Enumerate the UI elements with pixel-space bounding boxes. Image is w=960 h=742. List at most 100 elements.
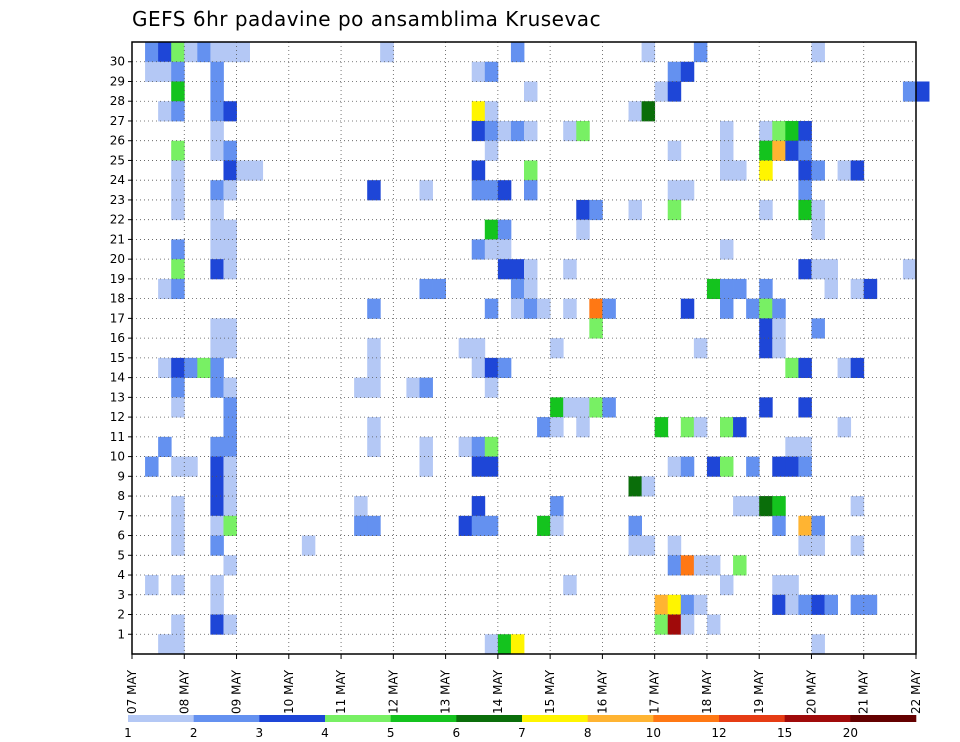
colorbar-swatch xyxy=(325,715,391,722)
heatmap-cell xyxy=(171,377,185,398)
heatmap-cell xyxy=(158,436,172,457)
heatmap-cell xyxy=(471,515,486,536)
heatmap-cell xyxy=(210,594,224,615)
colorbar-label: 20 xyxy=(843,726,858,740)
heatmap-cell xyxy=(210,436,224,457)
heatmap-cell xyxy=(210,614,224,635)
heatmap-cell xyxy=(772,318,786,339)
heatmap-cell xyxy=(759,160,773,181)
heatmap-cell xyxy=(759,120,773,142)
heatmap-cell xyxy=(589,199,603,221)
heatmap-cell xyxy=(680,61,695,82)
heatmap-cell xyxy=(419,456,433,477)
heatmap-cell xyxy=(419,377,433,398)
y-tick-label: 20 xyxy=(110,252,125,266)
heatmap-cell xyxy=(693,42,708,63)
heatmap-cell xyxy=(484,515,499,536)
heatmap-cell xyxy=(680,417,695,438)
heatmap-cell xyxy=(210,259,224,280)
colorbar-swatch xyxy=(193,715,260,722)
heatmap-cell xyxy=(158,42,172,63)
heatmap-cell xyxy=(484,436,499,457)
heatmap-cell xyxy=(145,575,159,596)
heatmap-cell xyxy=(628,101,642,122)
heatmap-cell xyxy=(916,81,930,102)
heatmap-cell xyxy=(602,397,616,418)
heatmap-cell xyxy=(484,239,499,260)
heatmap-cell xyxy=(863,594,878,615)
heatmap-cell xyxy=(367,338,381,359)
heatmap-cell xyxy=(850,160,865,181)
heatmap-cell xyxy=(811,42,825,63)
heatmap-cell xyxy=(667,594,682,615)
heatmap-cell xyxy=(759,278,773,300)
colorbar-label: 8 xyxy=(584,726,592,740)
heatmap-cell xyxy=(171,614,185,635)
heatmap-cell xyxy=(171,199,185,221)
heatmap-cell xyxy=(772,456,786,477)
y-tick-label: 7 xyxy=(117,509,125,523)
heatmap-cell xyxy=(210,318,224,339)
heatmap-cell xyxy=(680,456,695,477)
heatmap-cell xyxy=(171,634,185,655)
heatmap-cell xyxy=(772,594,786,615)
heatmap-cell xyxy=(524,180,538,201)
colorbar-swatch xyxy=(456,715,523,722)
heatmap-cell xyxy=(223,239,237,260)
heatmap-cell xyxy=(798,397,812,418)
colorbar-swatch xyxy=(587,715,654,722)
heatmap-cell xyxy=(785,594,799,615)
heatmap-cell xyxy=(510,42,525,63)
y-tick-label: 16 xyxy=(110,331,125,345)
heatmap-cell xyxy=(811,634,825,655)
heatmap-cell xyxy=(589,298,603,319)
y-tick-label: 29 xyxy=(110,74,125,88)
heatmap-cell xyxy=(171,160,185,181)
heatmap-cell xyxy=(471,239,486,260)
heatmap-cell xyxy=(171,61,185,82)
heatmap-cell xyxy=(145,42,159,63)
heatmap-cell xyxy=(367,436,381,457)
heatmap-cell xyxy=(733,278,747,300)
heatmap-cell xyxy=(210,239,224,260)
heatmap-cell xyxy=(654,614,669,635)
heatmap-cell xyxy=(654,417,669,438)
heatmap-cell xyxy=(693,417,708,438)
heatmap-cell xyxy=(210,575,224,596)
heatmap-cell xyxy=(772,140,786,161)
heatmap-cell xyxy=(850,278,865,300)
heatmap-cell xyxy=(733,160,747,181)
heatmap-cell xyxy=(471,456,486,477)
heatmap-cell xyxy=(772,575,786,596)
y-tick-label: 17 xyxy=(110,311,125,325)
heatmap-cell xyxy=(720,239,734,260)
heatmap-cell xyxy=(824,278,838,300)
heatmap-cell xyxy=(210,515,224,536)
heatmap-cell xyxy=(510,298,525,319)
heatmap-cell xyxy=(484,101,499,122)
heatmap-cell xyxy=(158,634,172,655)
heatmap-cell xyxy=(693,555,708,576)
heatmap-cell xyxy=(497,120,512,142)
heatmap-cell xyxy=(471,357,486,379)
heatmap-cell xyxy=(576,417,590,438)
colorbar-swatch xyxy=(784,715,851,722)
x-tick-label: 09 MAY xyxy=(230,669,244,714)
y-tick-label: 28 xyxy=(110,94,125,108)
heatmap-cell xyxy=(223,397,237,418)
heatmap-cell xyxy=(746,496,760,517)
y-tick-label: 22 xyxy=(110,213,125,227)
heatmap-cell xyxy=(798,199,812,221)
heatmap-cell xyxy=(798,456,812,477)
heatmap-cell xyxy=(223,318,237,339)
x-tick-label: 07 MAY xyxy=(125,669,139,714)
heatmap-cell xyxy=(210,357,224,379)
heatmap-cell xyxy=(563,259,577,280)
heatmap-cell xyxy=(785,140,799,161)
heatmap-cell xyxy=(484,180,499,201)
colorbar: 1 2 3 4 5 6 7 8 10 12 15 20 xyxy=(124,715,917,740)
heatmap-cell xyxy=(628,476,642,497)
y-tick-label: 26 xyxy=(110,134,125,148)
heatmap-cell xyxy=(850,594,865,615)
heatmap-cell xyxy=(798,535,812,556)
